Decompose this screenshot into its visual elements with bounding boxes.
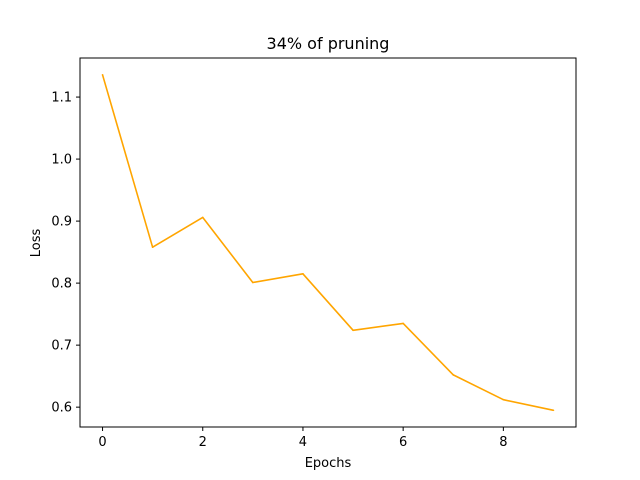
data-point	[201, 216, 204, 219]
data-point	[502, 398, 505, 401]
y-tick-label: 0.8	[51, 277, 72, 292]
data-point	[151, 246, 154, 248]
data-point	[452, 374, 455, 376]
x-axis: 0 2 4 6 8	[98, 427, 507, 450]
data-point	[402, 322, 404, 325]
y-tick-label: 1.1	[51, 91, 72, 106]
y-tick-label: 1.0	[51, 153, 72, 168]
chart-title: 34% of pruning	[267, 34, 390, 53]
x-tick-label: 6	[399, 435, 407, 450]
x-tick-label: 0	[98, 435, 106, 450]
x-axis-label: Epochs	[305, 456, 352, 471]
data-point	[302, 273, 304, 275]
plot-frame	[79, 57, 577, 428]
loss-series-line	[101, 74, 554, 412]
x-tick-label: 8	[499, 435, 507, 450]
y-tick-label: 0.9	[51, 215, 72, 230]
y-tick-label: 0.6	[51, 401, 72, 416]
y-axis-label: Loss	[29, 229, 44, 258]
x-tick-label: 2	[199, 435, 207, 450]
y-tick-label: 0.7	[51, 339, 72, 354]
data-point	[252, 281, 254, 284]
y-axis: 0.6 0.7 0.8 0.9 1.0 1.1	[51, 91, 80, 416]
x-tick-label: 4	[299, 435, 307, 450]
data-point	[101, 73, 104, 76]
loss-series-points	[101, 73, 555, 412]
data-point	[352, 329, 354, 332]
data-point	[552, 409, 555, 412]
